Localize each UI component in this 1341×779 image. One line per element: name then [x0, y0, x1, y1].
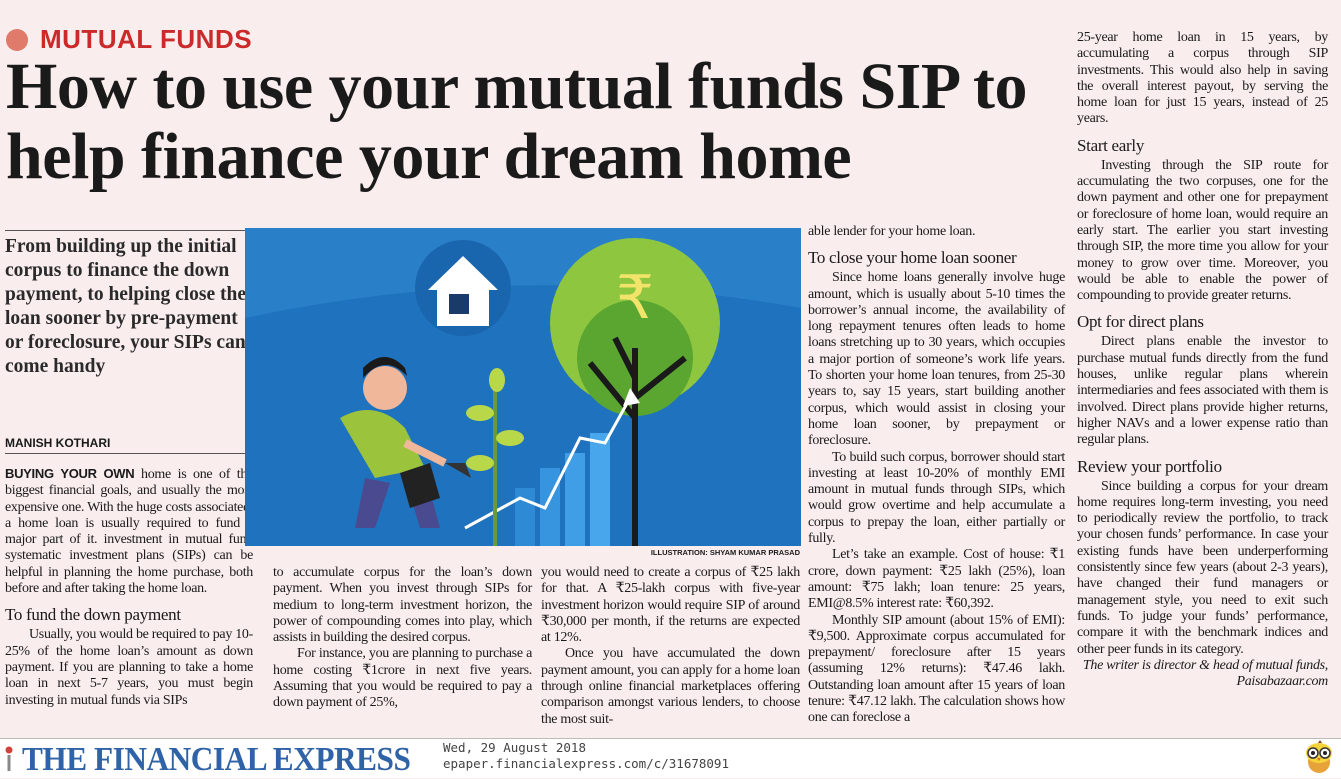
paragraph: you would need to create a corpus of ₹25… [541, 565, 800, 646]
column-1: BUYING YOUR OWN home is one of the bigge… [5, 466, 253, 709]
man-watering-icon [340, 357, 471, 528]
subheading: To close your home loan sooner [808, 248, 1017, 268]
paragraph: Monthly SIP amount (about 15% of EMI): ₹… [808, 612, 1065, 726]
paragraph: Once you have accumulated the down payme… [541, 646, 800, 727]
column-5: 25-year home loan in 15 years, by accumu… [1077, 30, 1328, 690]
column-2: to accumulate corpus for the loan’s down… [273, 565, 532, 712]
illustration: ₹ [245, 228, 801, 546]
paragraph: Since building a corpus for your dream h… [1077, 478, 1328, 657]
edition-info: Wed, 29 August 2018 epaper.financialexpr… [443, 740, 729, 772]
subheading: Opt for direct plans [1077, 312, 1204, 332]
paragraph: able lender for your home loan. [808, 224, 976, 239]
paragraph: To build such corpus, borrower should st… [808, 449, 1065, 547]
byline: MANISH KOTHARI [5, 436, 253, 454]
house-icon [415, 240, 511, 336]
column-3: you would need to create a corpus of ₹25… [541, 565, 800, 728]
subheading: To fund the down payment [5, 605, 181, 625]
section-title: MUTUAL FUNDS [40, 24, 253, 54]
bullet-icon [6, 28, 28, 51]
paragraph: Direct plans enable the investor to purc… [1077, 334, 1328, 448]
edition-date: Wed, 29 August 2018 [443, 740, 586, 755]
standfirst: From building up the initial corpus to f… [5, 230, 253, 379]
paragraph: Since home loans generally involve huge … [808, 270, 1065, 449]
illustration-credit: ILLUSTRATION: SHYAM KUMAR PRASAD [650, 548, 800, 557]
paragraph: to accumulate corpus for the loan’s down… [273, 565, 532, 646]
subheading: Review your portfolio [1077, 456, 1222, 476]
lead-caps: BUYING YOUR OWN [5, 466, 135, 481]
svg-text:₹: ₹ [616, 263, 654, 333]
subheading: Start early [1077, 135, 1145, 155]
paragraph: BUYING YOUR OWN home is one of the bigge… [5, 466, 253, 597]
footer-bar [0, 738, 1341, 778]
tree-icon [587, 336, 687, 546]
paragraph-text: home is one of the biggest financial goa… [5, 467, 253, 597]
owl-mascot-icon[interactable] [1303, 740, 1335, 774]
headline: How to use your mutual funds SIP to help… [6, 50, 1028, 193]
column-4: able lender for your home loan. To close… [808, 224, 1065, 727]
paragraph: 25-year home loan in 15 years, by accumu… [1077, 30, 1328, 127]
paragraph: Usually, you would be required to pay 10… [5, 627, 253, 708]
location-pin-icon [5, 746, 13, 771]
author-note: The writer is director & head of mutual … [1082, 657, 1328, 690]
paragraph: Let’s take an example. Cost of house: ₹1… [808, 547, 1065, 612]
paragraph: For instance, you are planning to purcha… [273, 646, 532, 711]
section-label: MUTUAL FUNDS [6, 24, 252, 55]
masthead-logo[interactable]: THE FINANCIAL EXPRESS [22, 741, 411, 778]
paragraph: Investing through the SIP route for accu… [1077, 157, 1328, 304]
growth-chart-icon [464, 388, 640, 546]
plant-icon [466, 368, 524, 546]
edition-url[interactable]: epaper.financialexpress.com/c/31678091 [443, 756, 729, 771]
